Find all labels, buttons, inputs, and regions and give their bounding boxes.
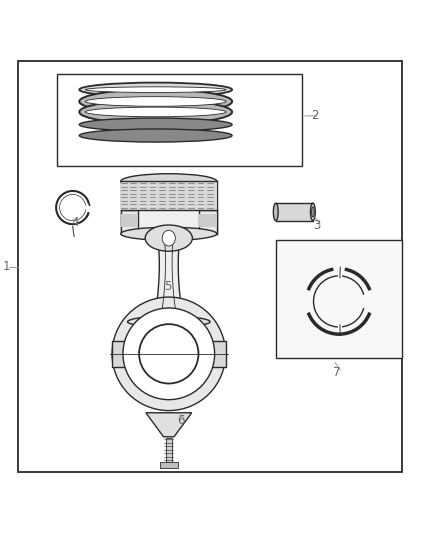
Ellipse shape [127,316,210,327]
Polygon shape [148,238,190,322]
Text: 2: 2 [311,109,318,123]
Ellipse shape [273,203,278,221]
Bar [199,214,217,227]
Ellipse shape [311,207,314,217]
Bar [121,181,217,234]
Ellipse shape [85,87,226,93]
Ellipse shape [79,100,232,124]
Bar [112,341,130,367]
Ellipse shape [311,203,315,221]
Bar [121,181,217,210]
Ellipse shape [121,174,217,189]
Text: 5: 5 [164,280,172,293]
Ellipse shape [79,90,232,114]
Circle shape [123,308,215,400]
Text: 6: 6 [177,414,185,427]
Text: 1: 1 [3,260,11,273]
Bar [208,341,226,367]
Bar [166,438,172,462]
Ellipse shape [85,107,226,117]
Ellipse shape [79,129,232,142]
Text: 4: 4 [71,216,79,229]
Bar [18,61,403,472]
Circle shape [139,324,198,384]
Circle shape [112,297,226,410]
Text: 7: 7 [333,366,341,378]
Bar [57,75,302,166]
Bar [121,210,138,234]
Ellipse shape [79,83,232,97]
Bar [121,214,138,227]
Bar [199,210,217,234]
Polygon shape [146,413,192,437]
Bar [160,462,177,468]
Ellipse shape [145,225,192,251]
Bar [276,240,403,358]
Bar [276,203,313,221]
Ellipse shape [79,118,232,131]
Ellipse shape [121,227,217,240]
Ellipse shape [162,230,175,246]
Text: 3: 3 [313,219,320,232]
Ellipse shape [85,96,226,106]
